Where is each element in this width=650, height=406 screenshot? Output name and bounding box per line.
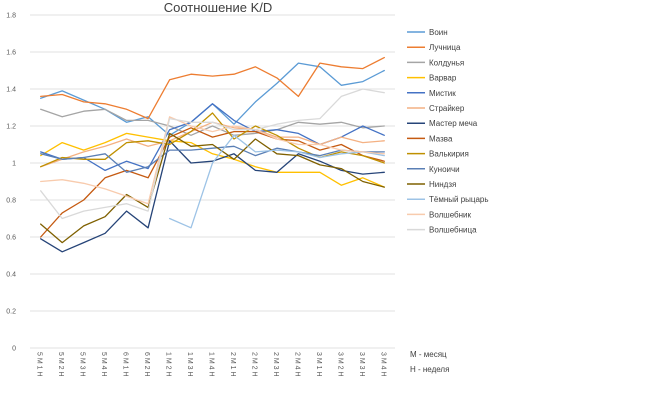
legend-item-label: Воин <box>429 28 448 37</box>
legend-item-label: Тёмный рыцарь <box>429 195 489 204</box>
y-tick-label: 1.4 <box>6 87 16 94</box>
x-tick-label: 2 М 4 Н <box>293 352 300 377</box>
x-tick-label: 1 М 4 Н <box>208 352 215 377</box>
gridlines <box>30 14 395 349</box>
y-tick-label: 1 <box>12 161 16 168</box>
series-line-12 <box>40 116 385 205</box>
x-tick-label: 3 М 4 Н <box>379 352 386 377</box>
series-lines <box>40 56 385 253</box>
note-week: Н - неделя <box>410 365 449 374</box>
x-tick-label: 6 М 2 Н <box>143 352 150 377</box>
x-axis-ticks: 5 М 1 Н 5 М 2 Н 5 М 3 Н 5 М 4 Н 6 М 1 Н 6 М 2… <box>36 352 387 377</box>
legend-item-label: Колдунья <box>429 58 464 67</box>
y-tick-label: 1.8 <box>6 13 16 20</box>
x-tick-label: 3 М 2 Н <box>336 352 343 377</box>
legend-item-label: Страйкер <box>429 104 465 113</box>
x-tick-label: 5 М 1 Н <box>36 352 43 377</box>
legend-item-label: Куноичи <box>429 165 460 174</box>
x-tick-label: 2 М 2 Н <box>250 352 257 377</box>
legend-item-label: Варвар <box>429 74 457 83</box>
x-tick-label: 5 М 4 Н <box>100 352 107 377</box>
series-line-2 <box>40 108 385 136</box>
legend-item-label: Лучница <box>429 43 461 52</box>
x-tick-label: 3 М 3 Н <box>358 352 365 377</box>
series-line-11 <box>168 134 385 229</box>
legend-item-label: Мистик <box>429 89 456 98</box>
legend-item-label: Мастер меча <box>429 119 478 128</box>
series-line-10 <box>40 132 385 244</box>
y-tick-label: 0.6 <box>6 235 16 242</box>
series-line-13 <box>40 88 385 220</box>
x-tick-label: 2 М 1 Н <box>229 352 236 377</box>
legend: Воин Лучница Колдунья Варвар Мистик Страйкер М… <box>407 28 489 235</box>
legend-item-label: Валькирия <box>429 150 469 159</box>
legend-item-label: Ниндзя <box>429 180 456 189</box>
y-axis-ticks: 0 0.2 0.4 0.6 0.8 1 1.2 1.4 1.6 1.8 <box>6 13 16 353</box>
x-tick-label: 2 М 3 Н <box>272 352 279 377</box>
y-tick-label: 1.2 <box>6 124 16 131</box>
legend-item-label: Волшебница <box>429 226 477 235</box>
chart-title: Соотношение K/D <box>164 0 273 15</box>
x-tick-label: 1 М 3 Н <box>186 352 193 377</box>
y-tick-label: 0.2 <box>6 309 16 316</box>
y-tick-label: 0.8 <box>6 198 16 205</box>
legend-item-label: Мазва <box>429 134 453 143</box>
legend-item-label: Волшебник <box>429 210 472 219</box>
x-tick-label: 5 М 2 Н <box>57 352 64 377</box>
series-line-9 <box>40 145 385 173</box>
x-tick-label: 1 М 2 Н <box>165 352 172 377</box>
series-line-6 <box>40 140 385 253</box>
series-line-7 <box>40 127 385 238</box>
y-tick-label: 0.4 <box>6 272 16 279</box>
x-tick-label: 5 М 3 Н <box>79 352 86 377</box>
x-tick-label: 3 М 1 Н <box>315 352 322 377</box>
note-month: М - месяц <box>410 350 447 359</box>
y-tick-label: 0 <box>12 346 16 353</box>
series-line-1 <box>40 56 385 120</box>
x-tick-label: 6 М 1 Н <box>122 352 129 377</box>
y-tick-label: 1.6 <box>6 50 16 57</box>
series-line-3 <box>40 132 385 188</box>
series-line-0 <box>40 62 385 136</box>
